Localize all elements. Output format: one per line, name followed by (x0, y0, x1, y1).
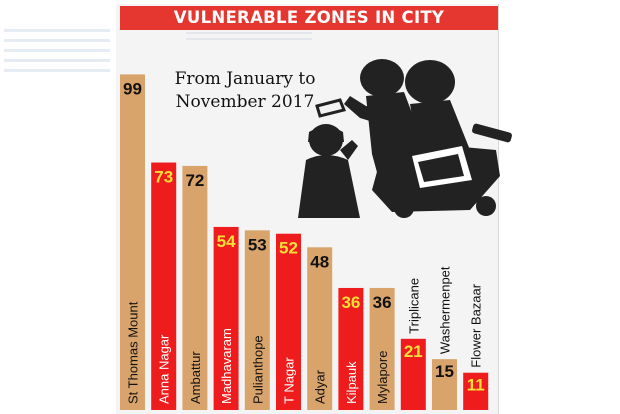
category-label-1: Anna Nagar (157, 334, 172, 404)
chart-title: VULNERABLE ZONES IN CITY (173, 8, 445, 27)
bar-8 (369, 287, 395, 410)
bar-value-label-3: 54 (217, 232, 236, 251)
chain-snatching-silhouette-icon (298, 59, 512, 218)
bar-value-label-1: 73 (154, 168, 173, 187)
faded-subtitle-strip (186, 32, 312, 42)
category-label-7: Kilpauk (344, 361, 359, 404)
bar-10 (432, 359, 457, 410)
bar-value-label-8: 36 (373, 293, 392, 312)
bar-9 (400, 338, 426, 410)
bar-0 (120, 74, 145, 410)
chart-subtitle: From January to November 2017 (174, 69, 316, 112)
bar-value-label-6: 48 (310, 252, 329, 271)
bar-3 (213, 226, 239, 410)
category-label-0: St Thomas Mount (126, 301, 141, 404)
bar-2 (182, 165, 208, 410)
bar-5 (276, 233, 301, 410)
bar-6 (307, 247, 333, 410)
category-label-11: Flower Bazaar (469, 283, 484, 367)
category-label-4: Pulianthope (250, 335, 265, 404)
bar-value-label-9: 21 (404, 342, 423, 361)
bars-group: 99 St Thomas Mount 73 Anna Nagar 72 Ambattur 5… (120, 74, 489, 410)
bar-1 (151, 162, 177, 410)
bar-value-label-2: 72 (185, 171, 204, 190)
category-label-10: Washermenpet (438, 266, 453, 354)
faded-background-text (0, 22, 116, 72)
title-banner (120, 6, 498, 30)
bar-value-label-5: 52 (279, 239, 298, 258)
category-label-5: T Nagar (282, 357, 297, 404)
bar-value-label-0: 99 (123, 79, 142, 98)
bar-value-label-11: 11 (467, 376, 485, 395)
category-label-2: Ambattur (188, 351, 203, 404)
category-label-6: Adyar (313, 369, 328, 404)
bar-value-label-7: 36 (341, 293, 360, 312)
bar-4 (244, 230, 270, 410)
category-label-9: Triplicane (406, 278, 421, 334)
bar-7 (338, 287, 364, 410)
bar-value-label-10: 15 (435, 362, 454, 381)
category-label-8: Mylapore (375, 351, 390, 404)
bar-value-label-4: 53 (248, 235, 267, 254)
category-label-3: Madhavaram (219, 328, 234, 404)
bar-11 (463, 372, 489, 410)
